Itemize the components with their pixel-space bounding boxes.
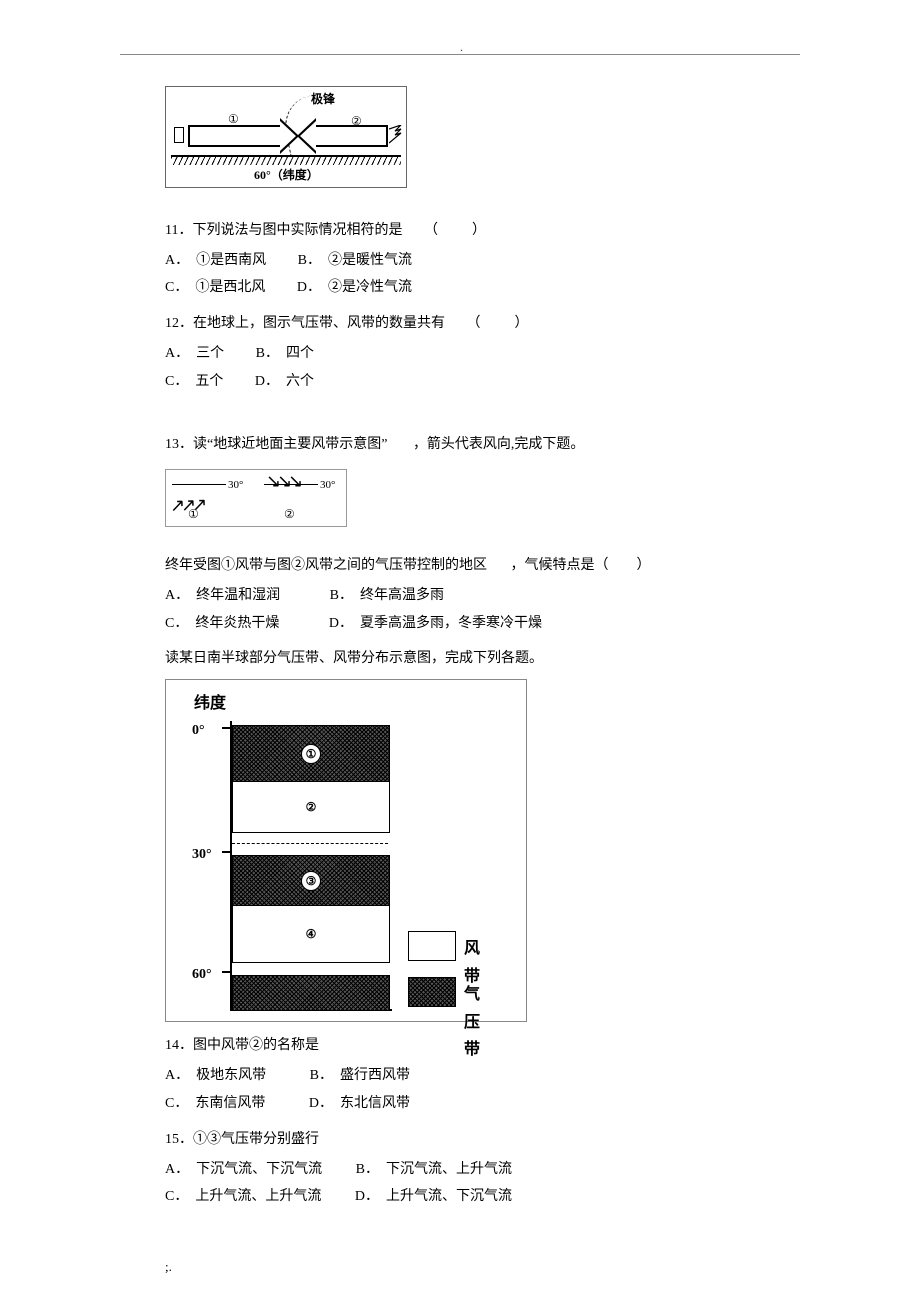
q12-opt-d[interactable]: D． 六个: [255, 370, 314, 394]
q15-row1: A． 下沉气流、下沉气流 B． 下沉气流、上升气流: [165, 1158, 800, 1182]
arrow-tail-icon: [389, 125, 403, 147]
q11-row2: C． ①是西北风 D． ②是冷性气流: [165, 276, 800, 300]
q12-opt-b[interactable]: B． 四个: [256, 342, 314, 366]
figure-polar-front: 极锋 ① ② 60°（纬度）: [165, 86, 407, 188]
band-1-label: ①: [301, 744, 321, 764]
header-rule: [120, 54, 800, 55]
q15-opt-b[interactable]: B． 下沉气流、上升气流: [356, 1158, 512, 1182]
footer-mark: ;.: [165, 1259, 172, 1275]
q11-opt-d[interactable]: D． ②是冷性气流: [297, 276, 412, 300]
q11-opt-c[interactable]: C． ①是西北风: [165, 276, 265, 300]
q13-line2: 终年受图①风带与图②风带之间的气压带控制的地区 ，气候特点是（ ）: [165, 554, 800, 578]
tick-0: [222, 727, 230, 729]
q14-opt-a[interactable]: A． 极地东风带: [165, 1064, 266, 1088]
q13-stem-a: 13．读“地球近地面主要风带示意图”: [165, 437, 387, 452]
figure-southern-hemisphere: 纬度 0° 30° 60° ① ② ③: [165, 679, 527, 1022]
band-3: ③: [232, 855, 390, 907]
y-axis-title: 纬度: [194, 690, 516, 717]
band-2: ②: [232, 781, 390, 833]
q11-opt-a[interactable]: A． ①是西南风: [165, 249, 266, 273]
deg-right: 30°: [320, 476, 335, 495]
q14-opt-b[interactable]: B． 盛行西风带: [310, 1064, 410, 1088]
q13-stem-b: ，箭头代表风向,完成下题。: [413, 437, 585, 452]
band-4: ④: [232, 905, 390, 963]
legend-wind-box: [408, 931, 456, 961]
q15-opt-a[interactable]: A． 下沉气流、下沉气流: [165, 1158, 322, 1182]
q15-row2: C． 上升气流、上升气流 D． 上升气流、下沉气流: [165, 1185, 800, 1209]
q12-row2: C． 五个 D． 六个: [165, 370, 800, 394]
q11-opt-b[interactable]: B． ②是暖性气流: [298, 249, 412, 273]
dashed-30-line: [232, 843, 388, 844]
q15-stem: 15．①③气压带分别盛行: [165, 1128, 800, 1152]
q12-opt-c[interactable]: C． 五个: [165, 370, 223, 394]
q12-stem: 12．在地球上，图示气压带、风带的数量共有 （ ）: [165, 312, 800, 336]
q14-row1: A． 极地东风带 B． 盛行西风带: [165, 1064, 800, 1088]
q12-stem-text: 12．在地球上，图示气压带、风带的数量共有: [165, 316, 445, 331]
q11-stem-text: 11．下列说法与图中实际情况相符的是: [165, 223, 402, 238]
tick-label-30: 30°: [192, 843, 212, 867]
legend-pressure-box: [408, 977, 456, 1007]
band-1: ①: [232, 725, 390, 783]
q13-opt-c[interactable]: C． 终年炎热干燥: [165, 612, 279, 636]
ground-hatch: [171, 155, 401, 165]
origin-box: [174, 127, 184, 143]
tick-30: [222, 851, 230, 853]
fig2-circle-1: ①: [188, 504, 199, 524]
q13-opt-d[interactable]: D． 夏季高温多雨，冬季寒冷干燥: [329, 612, 542, 636]
band-2-label: ②: [302, 798, 320, 816]
band-bottom: [232, 975, 390, 1011]
q13-opt-a[interactable]: A． 终年温和湿润: [165, 584, 280, 608]
fig2-circle-2: ②: [284, 504, 295, 524]
header-dot: .: [460, 40, 463, 55]
band-3-label: ③: [301, 871, 321, 891]
q11-row1: A． ①是西南风 B． ②是暖性气流: [165, 249, 800, 273]
q12-row1: A． 三个 B． 四个: [165, 342, 800, 366]
q13-opt-b[interactable]: B． 终年高温多雨: [330, 584, 444, 608]
latitude-60-label: 60°（纬度）: [254, 165, 319, 185]
q13-row2: C． 终年炎热干燥 D． 夏季高温多雨，冬季寒冷干燥: [165, 612, 800, 636]
band-4-label: ④: [302, 925, 320, 943]
q13-stem: 13．读“地球近地面主要风带示意图” ，箭头代表风向,完成下题。: [165, 433, 800, 457]
tick-60: [222, 971, 230, 973]
tick-label-0: 0°: [192, 719, 205, 743]
figure-wind-belts: 30° 30° ↗↗↗ ↘↘↘ ① ②: [165, 469, 347, 527]
q14-opt-d[interactable]: D． 东北信风带: [309, 1092, 410, 1116]
line-left: [172, 484, 226, 485]
q15-opt-d[interactable]: D． 上升气流、下沉气流: [355, 1185, 512, 1209]
q13-line2-a: 终年受图①风带与图②风带之间的气压带控制的地区: [165, 558, 487, 573]
q14-opt-c[interactable]: C． 东南信风带: [165, 1092, 265, 1116]
q15-opt-c[interactable]: C． 上升气流、上升气流: [165, 1185, 321, 1209]
q11-stem: 11．下列说法与图中实际情况相符的是 （ ）: [165, 219, 800, 243]
tick-label-60: 60°: [192, 963, 212, 987]
q14-row2: C． 东南信风带 D． 东北信风带: [165, 1092, 800, 1116]
q13-row1: A． 终年温和湿润 B． 终年高温多雨: [165, 584, 800, 608]
q12-paren: （ ）: [467, 316, 531, 331]
label-circle-1: ①: [228, 109, 239, 129]
arrows-right-icon: ↘↘↘: [266, 466, 299, 497]
q13-line2-b: ，气候特点是（ ）: [511, 558, 651, 573]
q12-opt-a[interactable]: A． 三个: [165, 342, 224, 366]
lead-fig3: 读某日南半球部分气压带、风带分布示意图，完成下列各题。: [165, 647, 800, 671]
deg-left: 30°: [228, 476, 243, 495]
legend-pressure-label: 气压带: [464, 981, 492, 1063]
label-circle-2: ②: [351, 111, 362, 131]
q11-paren: （ ）: [424, 223, 488, 238]
